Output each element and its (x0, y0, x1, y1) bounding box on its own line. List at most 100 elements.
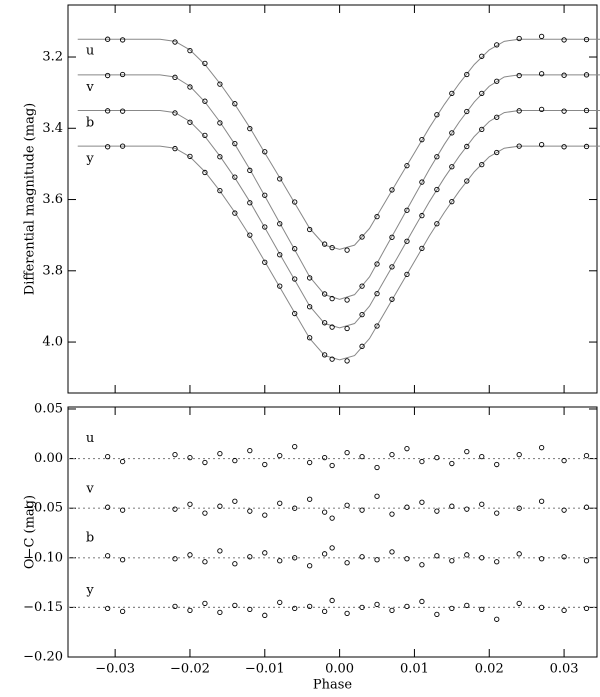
data-point (374, 323, 380, 329)
data-point (479, 555, 485, 561)
data-point (434, 112, 440, 118)
data-point (321, 241, 328, 247)
x-tick-label: 0.01 (400, 662, 429, 677)
data-point (217, 503, 223, 509)
data-point (389, 264, 395, 270)
data-point (404, 556, 410, 562)
series-label: v (85, 482, 94, 497)
data-point (262, 550, 268, 556)
data-point (292, 605, 298, 612)
data-point (434, 508, 440, 514)
data-point (479, 453, 485, 460)
data-point (434, 221, 440, 227)
data-point (217, 450, 223, 457)
series-label: v (85, 80, 94, 95)
series-label: u (86, 431, 94, 446)
data-point (321, 352, 328, 358)
x-tick-label: 0.02 (475, 662, 504, 677)
data-point (561, 457, 567, 464)
data-point (374, 557, 380, 563)
data-point (419, 562, 425, 568)
data-point (404, 238, 410, 244)
data-point (404, 603, 410, 610)
data-point (187, 454, 193, 461)
data-point (494, 149, 500, 156)
data-point (538, 142, 545, 148)
data-point (277, 599, 283, 606)
data-point (307, 304, 313, 310)
data-point (344, 297, 350, 303)
x-tick-label: −0.03 (95, 662, 135, 677)
data-point (172, 110, 178, 116)
series-label: y (85, 583, 94, 598)
data-point (262, 512, 268, 518)
data-point (389, 607, 395, 614)
data-point (538, 604, 545, 611)
data-point (479, 90, 485, 97)
data-point (516, 505, 522, 511)
data-point (404, 207, 410, 213)
data-point (494, 42, 500, 48)
data-point (434, 611, 440, 617)
data-point (247, 125, 253, 132)
data-point (217, 187, 223, 194)
data-point (494, 559, 500, 565)
data-point (561, 554, 567, 560)
data-point (329, 515, 335, 521)
data-point (561, 108, 567, 114)
data-point (389, 187, 395, 193)
data-point (329, 597, 335, 604)
data-point (434, 154, 440, 160)
data-point (217, 81, 223, 87)
data-point (359, 311, 365, 318)
model-curve (77, 109, 600, 329)
data-point (217, 154, 223, 160)
data-point (277, 221, 283, 227)
data-point (583, 558, 590, 564)
data-point (583, 107, 590, 114)
data-point (449, 605, 455, 612)
data-point (329, 545, 335, 551)
data-point (449, 164, 455, 170)
data-point (232, 602, 238, 609)
y-tick-label: −0.10 (23, 550, 63, 565)
data-point (202, 600, 208, 607)
y-tick-label: 3.8 (42, 263, 63, 278)
data-point (479, 53, 485, 59)
data-point (105, 72, 111, 79)
data-point (374, 493, 380, 499)
data-point (419, 179, 425, 185)
data-point (404, 163, 410, 169)
data-point (434, 454, 440, 461)
data-point (172, 556, 178, 562)
data-point (516, 72, 522, 79)
data-point (516, 551, 522, 557)
series-label: y (85, 151, 94, 166)
data-point (119, 71, 126, 78)
data-point (321, 291, 328, 297)
data-point (232, 498, 238, 504)
data-point (277, 500, 283, 506)
data-point (292, 199, 298, 205)
data-point (538, 106, 545, 113)
data-point (202, 98, 208, 104)
data-point (119, 507, 126, 513)
data-point (172, 603, 178, 610)
data-point (262, 461, 268, 468)
data-point (434, 186, 440, 193)
y-tick-label: −0.20 (23, 650, 63, 665)
data-point (187, 119, 193, 125)
data-point (307, 335, 313, 341)
data-point (538, 445, 545, 451)
data-point (277, 558, 283, 564)
y-tick-label: −0.05 (23, 501, 63, 516)
data-point (344, 358, 350, 364)
data-point (329, 244, 335, 251)
data-point (172, 74, 178, 80)
data-point (344, 560, 350, 566)
model-curve (77, 145, 600, 361)
data-point (344, 247, 350, 253)
data-point (449, 558, 455, 564)
data-point (374, 601, 380, 608)
data-point (172, 39, 178, 45)
